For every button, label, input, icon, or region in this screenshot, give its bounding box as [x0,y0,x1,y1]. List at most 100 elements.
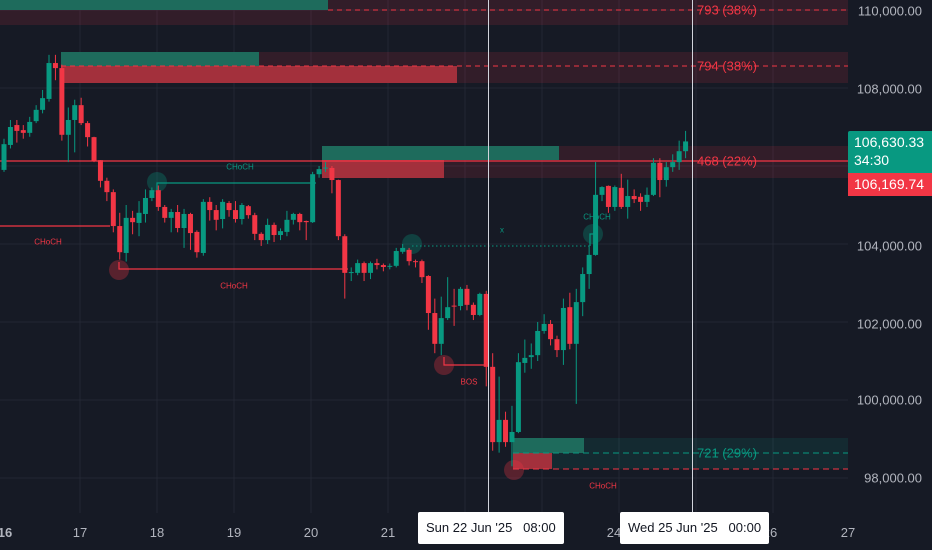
candle-body [117,226,123,253]
candle [14,119,20,143]
candle-body [361,263,367,273]
candle-body [644,194,650,202]
candle [374,258,380,270]
candle-body [554,339,560,351]
candle [554,335,560,358]
candle-body [175,212,181,229]
candle [40,89,46,114]
candle [335,179,341,241]
candle [7,119,13,149]
candle-body [380,265,386,268]
candle [477,292,483,317]
candle [85,121,91,147]
candle [220,199,226,229]
candle-body [104,180,110,193]
bar-countdown: 34:30 [854,152,890,168]
candle-body [142,197,148,214]
candle-body [567,307,573,344]
candle [136,201,142,237]
candle-body [239,205,245,220]
zone-label: 468 (22%) [697,153,757,169]
candle-body [14,125,20,131]
candle [168,208,174,233]
candle [670,154,676,172]
candle-body [657,162,663,181]
candle [406,247,412,266]
candle [232,201,238,223]
candle-body [226,203,232,211]
candle-body [20,130,26,133]
last-price-badge: 106,630.33 34:30 [848,131,932,173]
candle-body [413,261,419,263]
candle [130,210,136,235]
candle [515,353,521,434]
candle [265,218,271,244]
candle [425,275,431,330]
candle [548,320,554,346]
candle [329,166,335,194]
candle-body [200,201,206,253]
candle-body [663,167,669,181]
candle [380,263,386,272]
candle-body [490,366,496,443]
candle-body [316,169,322,175]
candle-body [1,144,7,170]
candle-body [496,419,502,443]
candle-body [310,174,316,223]
candle-body [631,196,637,200]
candle [599,186,605,202]
candle [470,302,476,321]
candle-body [541,323,547,331]
candle [464,284,470,311]
candle-body [387,265,393,267]
bos-line [443,357,489,366]
candle-body [470,304,476,315]
price-tick: 104,000.00 [856,238,922,254]
time-tick: 20 [303,525,319,540]
time-tick: 18 [149,525,165,540]
candle [593,162,599,256]
candle [91,136,97,163]
zone-label: 721 (29%) [697,445,757,461]
supply-zone-1 [0,0,848,25]
candle [258,232,264,246]
candle-body [297,213,303,223]
candle [490,353,496,451]
candle [535,322,541,361]
candle-body [432,313,438,344]
price-axis[interactable] [848,0,932,550]
candle [393,247,399,268]
price-tick: 100,000.00 [856,392,922,408]
time-tick: 21 [380,525,396,540]
candle-body [162,206,168,218]
candle [323,162,328,172]
candle-body [40,98,46,110]
candle-body [573,302,579,344]
candle-body [252,215,258,234]
candle-body [323,167,328,169]
candle-body [445,307,451,319]
candle [663,162,669,187]
candle-body [515,362,521,432]
candle [213,205,219,231]
candle [72,99,78,153]
candle [194,230,200,258]
candle [310,171,316,223]
candle [207,197,213,221]
demand-zone [513,438,848,470]
candle-body [535,330,541,356]
candle-body [91,137,97,161]
candle-body [72,105,78,120]
candle [638,193,644,211]
candle-body [194,231,200,253]
candle [290,212,296,225]
candle [181,208,187,248]
candle [438,296,444,356]
candle [618,173,624,209]
candle-body [483,293,489,367]
candle-body [368,263,374,273]
candle-body [605,185,611,207]
candle [271,222,277,243]
